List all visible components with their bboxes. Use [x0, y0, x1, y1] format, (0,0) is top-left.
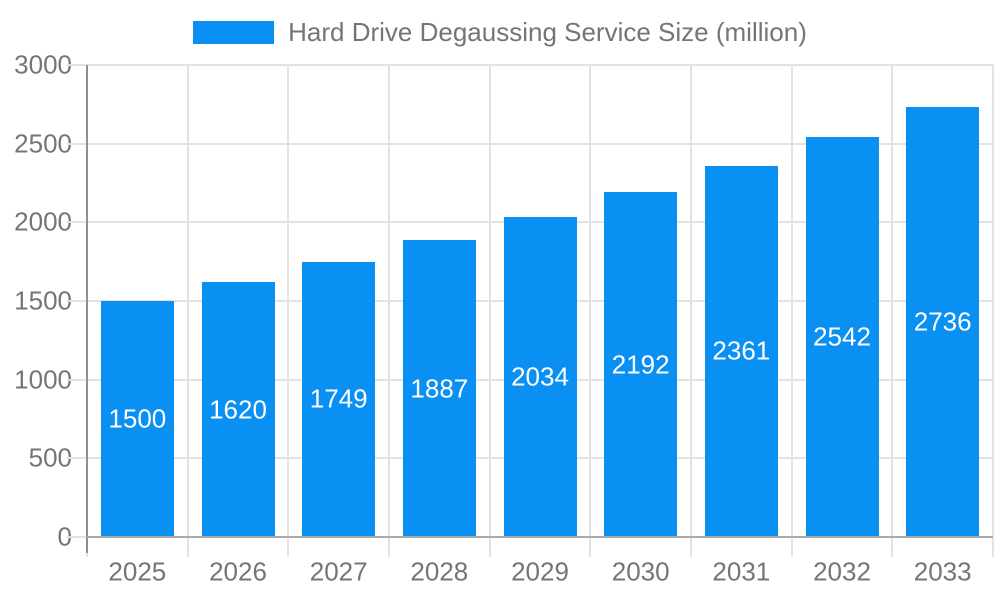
bar-value-label: 1887 [410, 373, 469, 404]
x-gridline [488, 65, 491, 557]
bar-value-label: 1620 [209, 394, 267, 425]
x-axis-line [87, 536, 993, 538]
legend-label: Hard Drive Degaussing Service Size (mill… [288, 17, 807, 47]
x-gridline [287, 65, 290, 557]
y-axis-tick-label: 3000 [14, 49, 72, 80]
x-axis-tick-label: 2030 [611, 556, 670, 587]
bar [704, 165, 778, 537]
bar-value-label: 2361 [712, 335, 771, 366]
bar [201, 282, 275, 537]
legend: Hard Drive Degaussing Service Size (mill… [0, 17, 1000, 48]
x-gridline [186, 65, 189, 557]
bar [503, 216, 577, 537]
x-gridline [891, 65, 894, 557]
legend-swatch-icon [193, 21, 275, 44]
x-gridline [690, 65, 692, 557]
bar [402, 240, 476, 537]
x-axis-tick-label: 2029 [511, 556, 569, 587]
x-axis-tick-label: 2031 [712, 556, 771, 587]
x-gridline [589, 65, 592, 557]
y-axis-tick-label: 0 [57, 521, 72, 552]
bar-value-label: 1500 [108, 403, 167, 434]
x-gridline [388, 65, 390, 557]
bar-value-label: 1749 [309, 383, 368, 414]
y-axis-tick-label: 500 [28, 442, 72, 473]
bar-value-label: 2034 [511, 361, 569, 392]
bar-value-label: 2736 [913, 306, 972, 337]
y-axis-tick-label: 2500 [14, 128, 72, 159]
x-axis-tick-label: 2025 [108, 556, 167, 587]
x-axis-tick-label: 2027 [309, 556, 368, 587]
x-axis-tick-label: 2026 [209, 556, 267, 587]
bar [100, 301, 174, 537]
x-gridline [790, 65, 793, 557]
x-gridline [992, 65, 994, 557]
bar [302, 261, 376, 537]
bar [805, 137, 879, 537]
bar [906, 106, 980, 537]
y-axis-tick-label: 2000 [14, 206, 72, 237]
bar-value-label: 2542 [813, 321, 871, 352]
y-axis-line [86, 65, 88, 553]
x-axis-tick-label: 2033 [913, 556, 972, 587]
y-gridline [67, 64, 993, 66]
y-axis-tick-label: 1000 [14, 364, 72, 395]
x-axis-tick-label: 2032 [813, 556, 871, 587]
bar [604, 192, 678, 537]
y-gridline [67, 142, 993, 145]
bar-value-label: 2192 [611, 349, 670, 380]
y-axis-tick-label: 1500 [14, 285, 72, 316]
x-axis-tick-label: 2028 [410, 556, 469, 587]
